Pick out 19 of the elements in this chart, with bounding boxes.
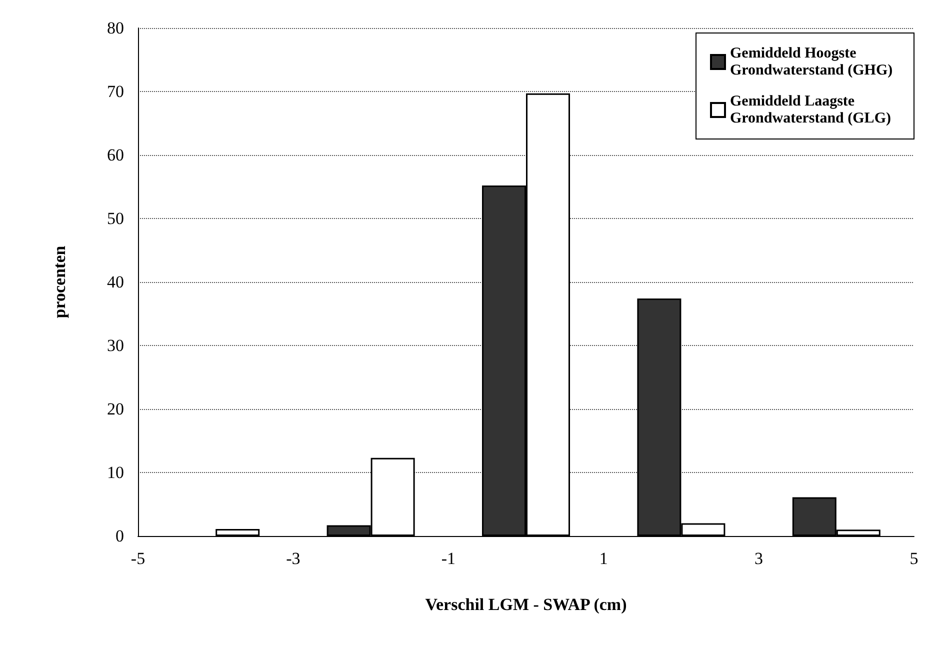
legend-label: Gemiddeld Hoogste Grondwaterstand (GHG) (730, 46, 893, 78)
y-tick-label: 30 (107, 336, 124, 355)
x-tick-label: -5 (130, 549, 146, 568)
x-tick-label: 1 (599, 549, 608, 568)
y-tick-label: 80 (107, 18, 124, 38)
legend-label: Gemiddeld Laagste Grondwaterstand (GLG) (730, 94, 891, 126)
y-tick-label: 10 (107, 463, 124, 482)
y-tick-label: 50 (107, 209, 124, 228)
x-tick-label: 3 (754, 549, 764, 568)
y-tick-label: 0 (116, 526, 124, 546)
y-tick-label: 40 (107, 272, 124, 292)
x-axis-title: Verschil LGM - SWAP (cm) (425, 595, 627, 614)
y-axis-title: procenten (50, 245, 69, 318)
x-tick-label: 5 (910, 549, 918, 568)
y-tick-label: 60 (107, 146, 124, 164)
x-tick-label: -3 (286, 549, 300, 568)
y-tick-label: 70 (107, 82, 124, 101)
y-tick-label: 20 (107, 400, 124, 418)
x-tick-label: -1 (441, 549, 456, 568)
